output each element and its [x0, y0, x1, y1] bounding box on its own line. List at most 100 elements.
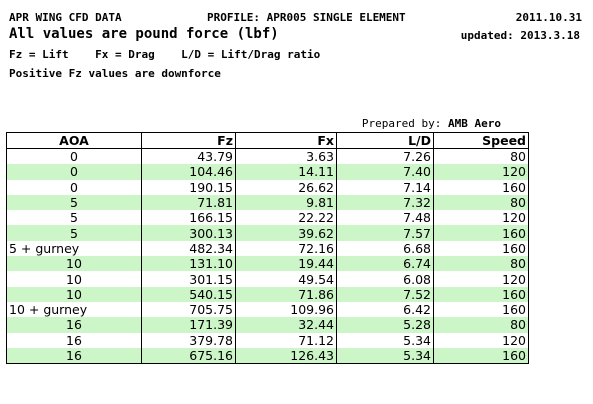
- column-header-fx: Fx: [235, 132, 337, 149]
- document-title: APR WING CFD DATA: [9, 11, 122, 24]
- cell-fz: 705.75: [141, 301, 236, 318]
- cell-ld: 5.28: [336, 317, 434, 333]
- cell-aoa: 10: [6, 286, 142, 302]
- cell-aoa: 16: [6, 317, 142, 333]
- cell-fz: 171.39: [141, 317, 236, 333]
- cell-fx: 32.44: [235, 317, 337, 333]
- table-row: 5 166.15 22.22 7.48 120: [6, 210, 529, 226]
- cell-fx: 71.86: [235, 286, 337, 302]
- cell-aoa: 10 + gurney: [6, 301, 142, 318]
- cell-fz: 166.15: [141, 210, 236, 226]
- table-row: 5 + gurney 482.34 72.16 6.68 160: [6, 240, 529, 257]
- cell-ld: 7.14: [336, 179, 434, 195]
- cell-fx: 19.44: [235, 256, 337, 272]
- cell-speed: 160: [433, 240, 529, 257]
- cell-fx: 14.11: [235, 164, 337, 180]
- profile-label: PROFILE: APR005 SINGLE ELEMENT: [207, 11, 406, 24]
- cell-fx: 9.81: [235, 194, 337, 211]
- cell-speed: 120: [433, 271, 529, 287]
- cell-ld: 6.68: [336, 240, 434, 257]
- cell-fz: 675.16: [141, 347, 236, 364]
- table-header-row: AOA Fz Fx L/D Speed: [6, 132, 529, 149]
- cell-speed: 80: [433, 148, 529, 165]
- table-row: 16 675.16 126.43 5.34 160: [6, 347, 529, 364]
- cell-speed: 120: [433, 332, 529, 348]
- cell-fz: 482.34: [141, 240, 236, 257]
- cell-aoa: 0: [6, 179, 142, 195]
- cell-speed: 160: [433, 347, 529, 364]
- prepared-by-name: AMB Aero: [448, 117, 501, 130]
- cell-ld: 5.34: [336, 347, 434, 364]
- table-row: 5 71.81 9.81 7.32 80: [6, 194, 529, 211]
- cell-fz: 190.15: [141, 179, 236, 195]
- updated-date: updated: 2013.3.18: [460, 29, 580, 42]
- table-row: 10 131.10 19.44 6.74 80: [6, 256, 529, 272]
- cell-aoa: 5 + gurney: [6, 240, 142, 257]
- cell-speed: 160: [433, 225, 529, 241]
- downforce-note: Positive Fz values are downforce: [9, 67, 221, 80]
- column-header-fz: Fz: [141, 132, 236, 149]
- column-header-aoa: AOA: [6, 132, 142, 149]
- cell-ld: 6.42: [336, 301, 434, 318]
- cell-fz: 301.15: [141, 271, 236, 287]
- cell-fx: 109.96: [235, 301, 337, 318]
- cell-fx: 49.54: [235, 271, 337, 287]
- cell-fz: 43.79: [141, 148, 236, 165]
- cell-ld: 5.34: [336, 332, 434, 348]
- cell-aoa: 0: [6, 148, 142, 165]
- table-body: 0 43.79 3.63 7.26 80 0 104.46 14.11 7.40 120 0 190.…: [6, 148, 529, 364]
- cell-fx: 22.22: [235, 210, 337, 226]
- cell-fz: 104.46: [141, 164, 236, 180]
- table-row: 0 190.15 26.62 7.14 160: [6, 179, 529, 195]
- table-row: 0 43.79 3.63 7.26 80: [6, 148, 529, 165]
- cell-aoa: 5: [6, 210, 142, 226]
- cell-fz: 300.13: [141, 225, 236, 241]
- table-row: 10 540.15 71.86 7.52 160: [6, 286, 529, 302]
- cell-ld: 7.32: [336, 194, 434, 211]
- cfd-data-table: AOA Fz Fx L/D Speed 0 43.79 3.63 7.26 80 0 104…: [6, 132, 529, 365]
- cell-fx: 71.12: [235, 332, 337, 348]
- cell-speed: 160: [433, 286, 529, 302]
- cell-speed: 80: [433, 256, 529, 272]
- cell-fz: 379.78: [141, 332, 236, 348]
- legend-line: Fz = Lift Fx = Drag L/D = Lift/Drag rati…: [9, 48, 321, 61]
- cell-ld: 6.74: [336, 256, 434, 272]
- cell-speed: 120: [433, 210, 529, 226]
- table-row: 16 171.39 32.44 5.28 80: [6, 317, 529, 333]
- table-row: 16 379.78 71.12 5.34 120: [6, 332, 529, 348]
- cell-ld: 6.08: [336, 271, 434, 287]
- units-note: All values are pound force (lbf): [9, 26, 279, 42]
- table-row: 10 301.15 49.54 6.08 120: [6, 271, 529, 287]
- cell-ld: 7.26: [336, 148, 434, 165]
- cell-ld: 7.52: [336, 286, 434, 302]
- cell-speed: 160: [433, 301, 529, 318]
- cell-fz: 540.15: [141, 286, 236, 302]
- column-header-speed: Speed: [433, 132, 529, 149]
- cell-fz: 131.10: [141, 256, 236, 272]
- table-row: 5 300.13 39.62 7.57 160: [6, 225, 529, 241]
- cell-fx: 26.62: [235, 179, 337, 195]
- prepared-by-label: Prepared by:: [361, 117, 442, 130]
- cell-ld: 7.40: [336, 164, 434, 180]
- cell-aoa: 0: [6, 164, 142, 180]
- cell-ld: 7.48: [336, 210, 434, 226]
- table-row: 10 + gurney 705.75 109.96 6.42 160: [6, 301, 529, 318]
- prepared-by: Prepared by: AMB Aero: [362, 117, 501, 130]
- cell-fx: 126.43: [235, 347, 337, 364]
- cell-fx: 3.63: [235, 148, 337, 165]
- cell-aoa: 16: [6, 347, 142, 364]
- cell-aoa: 16: [6, 332, 142, 348]
- table-row: 0 104.46 14.11 7.40 120: [6, 164, 529, 180]
- cell-speed: 80: [433, 317, 529, 333]
- cell-fx: 39.62: [235, 225, 337, 241]
- cell-speed: 120: [433, 164, 529, 180]
- cell-speed: 80: [433, 194, 529, 211]
- cell-aoa: 10: [6, 271, 142, 287]
- document-date: 2011.10.31: [515, 11, 582, 24]
- cell-ld: 7.57: [336, 225, 434, 241]
- cell-fx: 72.16: [235, 240, 337, 257]
- cell-aoa: 5: [6, 225, 142, 241]
- column-header-ld: L/D: [336, 132, 434, 149]
- cell-speed: 160: [433, 179, 529, 195]
- cell-aoa: 10: [6, 256, 142, 272]
